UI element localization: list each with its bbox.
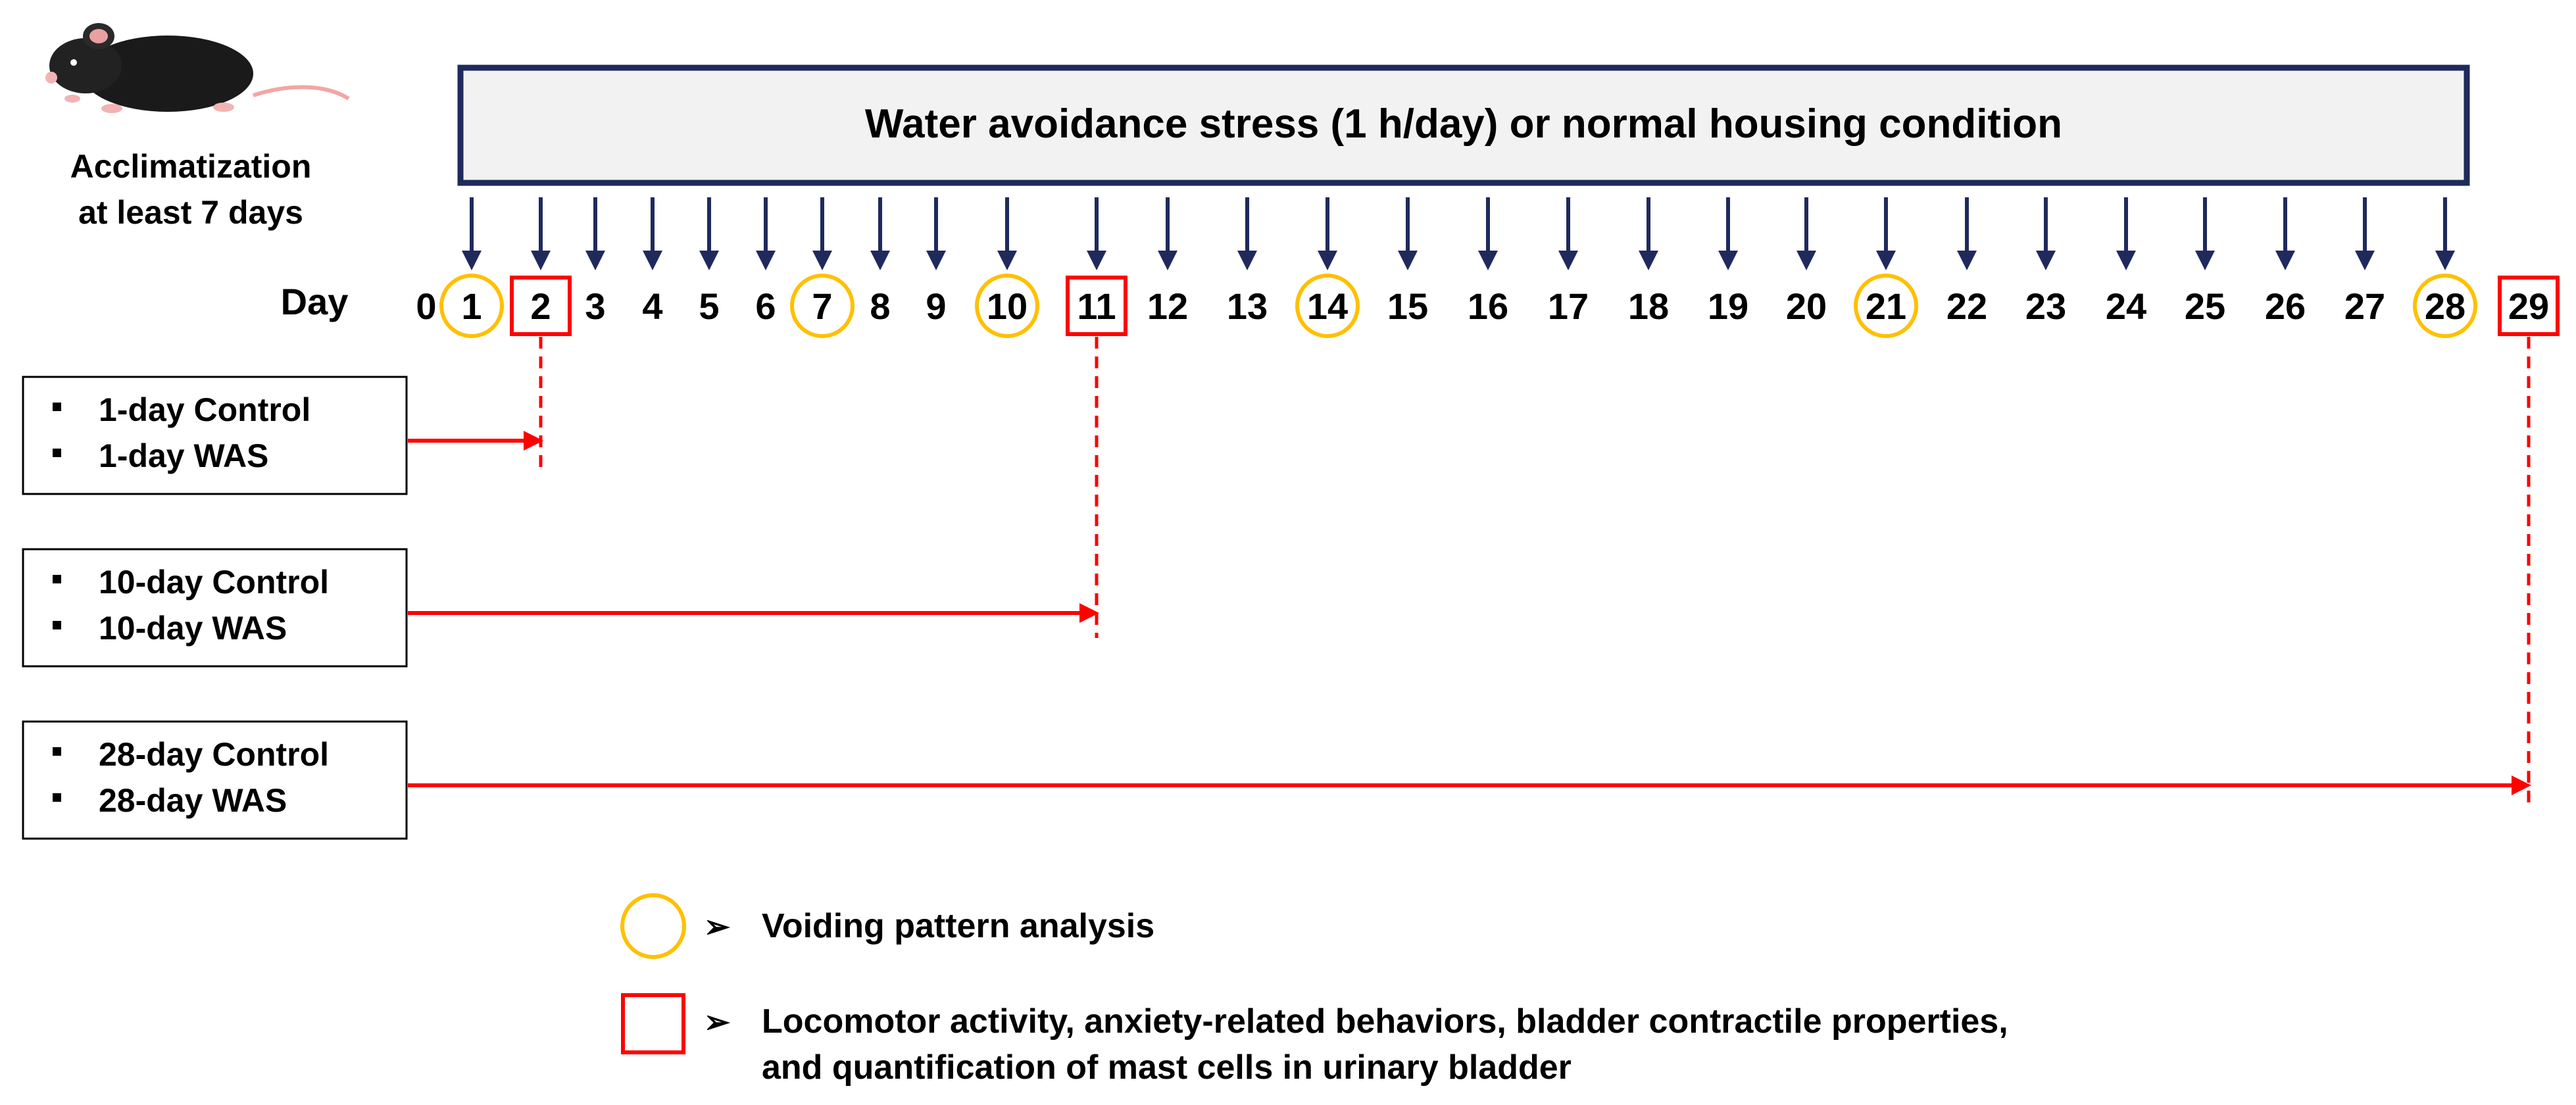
day-3-label: 3 [585,285,605,327]
day-22-label: 22 [1946,285,1987,327]
legend-square-marker [621,993,685,1054]
day-label: Day [281,281,349,322]
day-19-label: 19 [1708,285,1748,327]
day-15-label: 15 [1387,285,1428,327]
endpoint-dashed-lines [539,337,2531,802]
group-duration-arrows [408,431,2531,795]
group-box [22,548,408,668]
group-control-label: 1-day Control [99,391,310,428]
day-numbers: 0 1 2 3 4 5 6 7 8 9 10 11 12 13 14 15 16 17 18 19 20 21 22 23 24… [416,285,2549,327]
day-25-label: 25 [2185,285,2225,327]
group-was-label: 10-day WAS [99,610,287,647]
day-6-label: 6 [755,285,776,327]
group-box [22,376,408,495]
day-11-box-marker [1066,276,1127,336]
group-was-label: 1-day WAS [99,437,268,474]
bullet-square [53,621,61,629]
day-21-label: 21 [1866,285,1906,327]
daily-arrows [462,197,2455,270]
day-23-label: 23 [2025,285,2066,327]
legend-square-text-line2: and quantification of mast cells in urin… [762,1048,1572,1087]
day-14-circle-marker [1295,274,1360,338]
legend: ➢ Voiding pattern analysis ➢ Locomotor a… [620,893,2008,1087]
day-10-circle-marker [975,274,1039,338]
legend-circle-marker [620,893,686,959]
day-18-label: 18 [1628,285,1669,327]
legend-bullet-square: ➢ [704,1005,731,1040]
legend-square-text-line1: Locomotor activity, anxiety-related beha… [762,1002,2008,1041]
group-10-day: 10-day Control 10-day WAS [22,548,408,668]
day-28-label: 28 [2425,285,2465,327]
day-24-label: 24 [2106,285,2146,327]
day-26-label: 26 [2265,285,2306,327]
day-4-label: 4 [642,285,662,327]
day-28-circle-marker [2413,274,2477,338]
day-7-label: 7 [812,285,832,327]
day-2-box-marker [510,276,572,336]
day-11-label: 11 [1077,285,1116,327]
day-markers [439,274,2560,338]
group-28-day: 28-day Control 28-day WAS [22,720,408,840]
day-14-label: 14 [1307,285,1348,327]
acclimatization-line2: at least 7 days [78,194,303,231]
bullet-square [53,747,61,756]
bullet-square [53,403,61,411]
bullet-square [53,793,61,802]
day-29-box-marker [2498,276,2560,336]
banner-box [457,64,2470,186]
day-17-label: 17 [1548,285,1589,327]
day-0-label: 0 [416,285,436,327]
day-1-label: 1 [461,285,482,327]
day-21-circle-marker [1854,274,1918,338]
group-box [22,720,408,840]
day-16-label: 16 [1468,285,1508,327]
day-7-circle-marker [790,274,855,338]
day-20-label: 20 [1786,285,1827,327]
bullet-square [53,449,61,457]
day-2-label: 2 [530,285,551,327]
group-was-label: 28-day WAS [99,782,287,819]
day-1-circle-marker [439,274,504,338]
day-12-label: 12 [1147,285,1188,327]
day-13-label: 13 [1227,285,1268,327]
day-10-label: 10 [987,285,1028,327]
day-29-label: 29 [2508,285,2549,327]
day-8-label: 8 [870,285,890,327]
acclimatization-line1: Acclimatization [70,148,312,185]
legend-bullet-circle: ➢ [704,910,731,945]
group-control-label: 28-day Control [99,736,329,773]
group-control-label: 10-day Control [99,564,329,601]
group-1-day: 1-day Control 1-day WAS [22,376,408,495]
day-27-label: 27 [2344,285,2385,327]
bullet-square [53,575,61,583]
day-9-label: 9 [926,285,946,327]
legend-circle-text: Voiding pattern analysis [762,907,1154,945]
banner-text: Water avoidance stress (1 h/day) or norm… [865,101,2062,147]
day-5-label: 5 [699,285,719,327]
mouse-icon [45,23,350,113]
